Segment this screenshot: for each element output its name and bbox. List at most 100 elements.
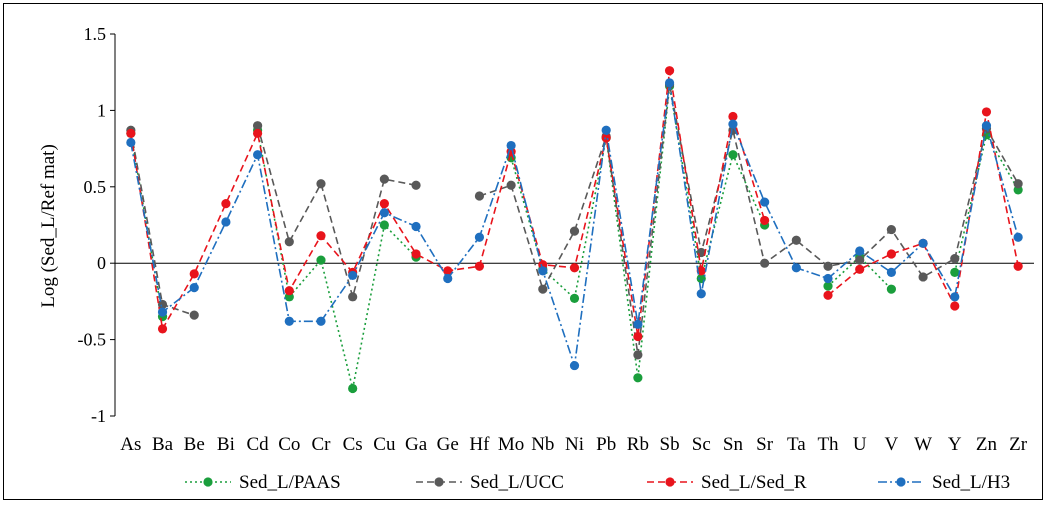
x-tick-label: Sc bbox=[692, 434, 711, 455]
x-tick-label: Ni bbox=[565, 434, 584, 455]
data-point bbox=[411, 249, 421, 259]
data-point bbox=[189, 269, 199, 279]
series-2 bbox=[126, 79, 1023, 360]
data-point bbox=[348, 383, 358, 394]
data-point bbox=[443, 266, 453, 276]
data-point bbox=[728, 111, 738, 122]
legend-item: Sed_L/UCC bbox=[416, 472, 564, 493]
x-tick-label: Pb bbox=[596, 434, 616, 455]
x-tick-label: Zn bbox=[976, 434, 998, 455]
data-point bbox=[1013, 232, 1023, 242]
y-tick-label: 1 bbox=[97, 100, 106, 120]
data-point bbox=[189, 310, 199, 320]
data-point bbox=[253, 121, 263, 131]
x-tick-label: Y bbox=[948, 434, 962, 455]
data-point bbox=[886, 224, 896, 235]
data-point bbox=[569, 226, 580, 236]
data-point bbox=[950, 267, 960, 277]
data-point bbox=[728, 150, 738, 160]
data-point bbox=[157, 307, 168, 317]
x-tick-label: Cd bbox=[247, 434, 270, 455]
data-point bbox=[855, 246, 865, 256]
data-point bbox=[791, 263, 801, 273]
data-point bbox=[538, 266, 548, 276]
data-point bbox=[474, 232, 485, 242]
data-point bbox=[760, 215, 770, 226]
series-line bbox=[479, 84, 1019, 356]
x-tick-label: Bi bbox=[217, 434, 235, 455]
series-line bbox=[256, 130, 417, 389]
data-point bbox=[474, 261, 485, 271]
data-point bbox=[823, 281, 833, 291]
data-point bbox=[284, 316, 294, 326]
chart-frame: -1 -0.5 0 0.5 1 1.5 As Ba Be Bi Cd Co Cr Cs Cu Ga Ge Hf Mo… bbox=[3, 3, 1043, 500]
data-point bbox=[253, 128, 263, 138]
legend-item: Sed_L/H3 bbox=[878, 472, 1010, 493]
data-point bbox=[760, 197, 770, 207]
x-tick-label: Zr bbox=[1009, 434, 1028, 455]
x-tick-label: Ba bbox=[152, 434, 174, 455]
legend-item: Sed_L/PAAS bbox=[185, 472, 341, 493]
legend-marker bbox=[434, 477, 444, 487]
data-point bbox=[950, 254, 960, 264]
x-tick-label: Hf bbox=[469, 434, 490, 455]
data-point bbox=[157, 324, 168, 334]
data-point bbox=[918, 272, 928, 282]
data-point bbox=[157, 299, 168, 310]
x-tick-label: V bbox=[885, 434, 899, 455]
data-point bbox=[506, 180, 516, 190]
data-point bbox=[284, 286, 294, 296]
data-point bbox=[664, 66, 675, 76]
data-point bbox=[348, 270, 358, 281]
data-point bbox=[855, 264, 865, 274]
data-point bbox=[823, 261, 833, 271]
x-tick-label: Sb bbox=[660, 434, 680, 455]
line-chart: -1 -0.5 0 0.5 1 1.5 As Ba Be Bi Cd Co Cr Cs Cu Ga Ge Hf Mo… bbox=[38, 24, 1034, 493]
data-point bbox=[379, 220, 389, 230]
y-tick-label: 0 bbox=[97, 253, 106, 273]
data-point bbox=[633, 331, 643, 342]
y-tick-label: 0.5 bbox=[84, 177, 107, 197]
y-axis-label: Log (Sed_L/Ref mat) bbox=[38, 144, 59, 308]
data-point bbox=[1013, 261, 1023, 271]
x-tick-label: As bbox=[120, 434, 141, 455]
legend-marker bbox=[665, 477, 675, 487]
series-line bbox=[510, 85, 766, 378]
data-point bbox=[886, 249, 896, 259]
data-point bbox=[316, 179, 326, 189]
data-point bbox=[569, 293, 580, 303]
y-tick-label: -1 bbox=[91, 406, 106, 426]
data-point bbox=[189, 283, 199, 293]
data-point bbox=[316, 231, 326, 241]
data-point bbox=[886, 267, 896, 277]
x-tick-label: W bbox=[914, 434, 932, 455]
data-point bbox=[791, 235, 801, 245]
data-point bbox=[506, 140, 516, 151]
data-point bbox=[316, 255, 326, 265]
data-point bbox=[823, 290, 833, 300]
x-tick-label: Ta bbox=[787, 434, 806, 455]
data-point bbox=[569, 263, 580, 273]
data-point bbox=[253, 150, 263, 160]
series-layer bbox=[126, 66, 1023, 394]
data-point bbox=[855, 255, 865, 265]
data-point bbox=[316, 316, 326, 326]
data-point bbox=[728, 119, 738, 129]
data-point bbox=[760, 258, 770, 268]
data-point bbox=[126, 128, 136, 138]
data-point bbox=[443, 273, 453, 284]
x-tick-label: Be bbox=[184, 434, 205, 455]
data-point bbox=[379, 208, 389, 218]
x-tick-label: U bbox=[853, 434, 867, 455]
y-tick-label: 1.5 bbox=[84, 24, 107, 44]
data-point bbox=[696, 289, 706, 299]
x-tick-label: Co bbox=[278, 434, 300, 455]
data-point bbox=[981, 107, 992, 117]
data-point bbox=[126, 137, 136, 148]
legend-marker bbox=[896, 477, 906, 487]
series-line bbox=[130, 82, 1019, 366]
data-point bbox=[664, 78, 675, 88]
data-point bbox=[633, 319, 643, 329]
x-tick-label: Rb bbox=[627, 434, 649, 455]
data-point bbox=[1013, 179, 1023, 189]
